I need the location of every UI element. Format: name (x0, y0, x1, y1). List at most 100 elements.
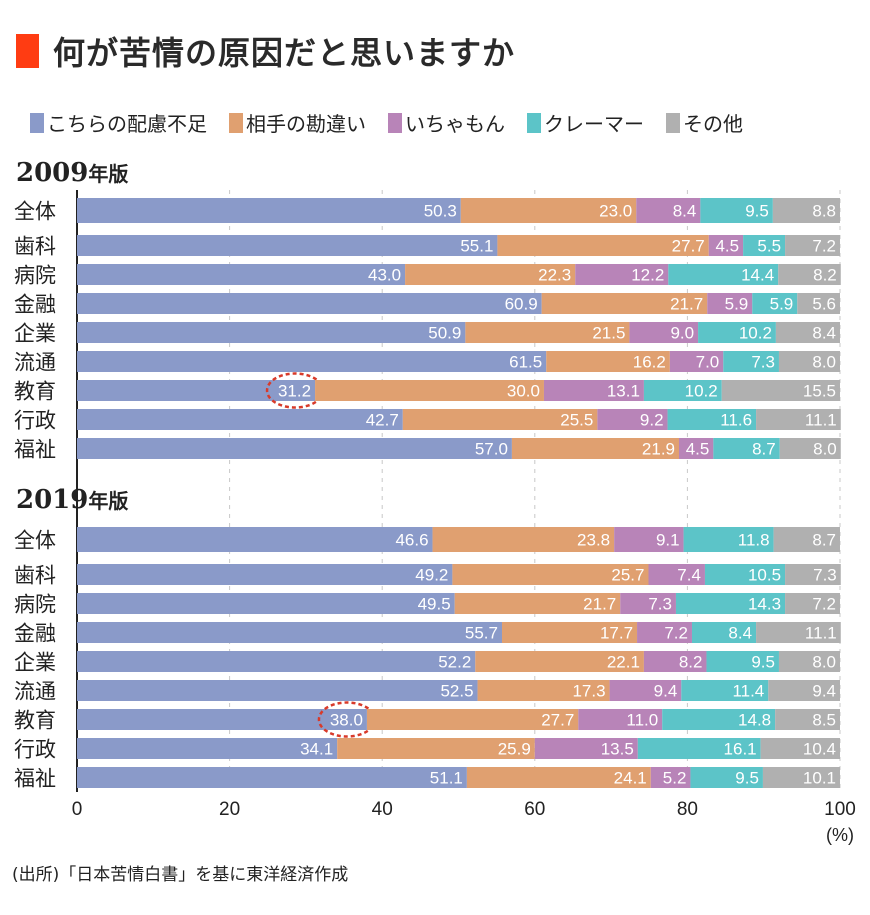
legend-item: クレーマー (527, 108, 644, 137)
data-label: 24.1 (614, 769, 647, 788)
data-label: 8.7 (752, 440, 776, 459)
data-label: 43.0 (368, 266, 401, 285)
bar-segment (650, 767, 691, 788)
category-label: 教育 (14, 709, 56, 733)
bar-segment (772, 198, 840, 223)
bar-segment (405, 264, 576, 285)
bar-segment (511, 438, 680, 459)
data-label: 5.9 (725, 295, 749, 314)
legend-label: こちらの配慮不足 (47, 112, 207, 136)
data-label: 9.5 (751, 653, 775, 672)
bar-segment (704, 564, 786, 585)
source-note: (出所)「日本苦情白書」を基に東洋経済作成 (12, 865, 349, 885)
bar-segment (752, 293, 798, 314)
bar-segment (637, 622, 692, 643)
data-label: 10.4 (803, 740, 836, 759)
data-label: 17.3 (572, 682, 605, 701)
bar-segment (629, 322, 699, 343)
data-label: 8.4 (812, 324, 836, 343)
data-label: 8.2 (813, 266, 837, 285)
bar-segment (706, 651, 779, 672)
bar-segment (477, 680, 610, 701)
legend-label: クレーマー (544, 112, 644, 136)
bar-segment (452, 564, 649, 585)
legend-swatch (229, 112, 243, 133)
data-label: 49.2 (415, 566, 448, 585)
data-label: 8.5 (812, 711, 836, 730)
bar-segment (636, 198, 701, 223)
category-label: 福祉 (14, 438, 56, 462)
category-label: 全体 (14, 529, 56, 553)
data-label: 7.3 (751, 353, 775, 372)
category-label: 歯科 (14, 564, 56, 588)
bar-segment (77, 680, 478, 701)
bar-segment (77, 738, 338, 759)
bar-segment (785, 235, 840, 256)
bar-segment (77, 198, 461, 223)
data-label: 23.8 (577, 531, 610, 550)
bar-segment (543, 380, 644, 401)
bar-segment (691, 622, 757, 643)
category-label: 企業 (14, 322, 56, 346)
bar-segment (77, 409, 403, 430)
data-label: 52.2 (438, 653, 471, 672)
data-label: 9.0 (670, 324, 694, 343)
category-label: 教育 (14, 380, 56, 404)
data-label: 25.7 (611, 566, 644, 585)
bar-segment (669, 351, 724, 372)
data-label: 61.5 (509, 353, 542, 372)
bar-segment (713, 438, 780, 459)
bar-segment (700, 198, 773, 223)
bar-segment (77, 651, 476, 672)
legend-label: いちゃもん (405, 112, 505, 136)
bar-segment (578, 709, 663, 730)
data-label: 11.1 (805, 411, 837, 430)
bar-segment (77, 593, 455, 614)
bar-segment (546, 351, 670, 372)
bar-segment (432, 527, 615, 552)
bar-segment (708, 235, 744, 256)
bar-segment (575, 264, 669, 285)
data-label: 21.5 (592, 324, 625, 343)
bar-segment (690, 767, 763, 788)
bar-segment (541, 293, 708, 314)
legend-item: 相手の勘違い (229, 108, 366, 137)
data-label: 5.6 (812, 295, 836, 314)
x-tick-label: 80 (677, 799, 698, 820)
data-label: 13.1 (607, 382, 640, 401)
bar-segment (77, 622, 502, 643)
bar-segment (77, 293, 542, 314)
chart-title: 何が苦情の原因だと思いますか (53, 34, 516, 72)
data-label: 9.4 (654, 682, 678, 701)
data-label: 11.8 (738, 531, 770, 550)
legend-swatch (388, 112, 402, 133)
bar-segment (337, 738, 535, 759)
data-label: 7.2 (812, 595, 836, 614)
category-label: 福祉 (14, 767, 56, 791)
data-label: 31.2 (278, 382, 311, 401)
bar-segment (779, 438, 841, 459)
data-label: 38.0 (330, 711, 363, 730)
data-label: 49.5 (418, 595, 451, 614)
bar-segment (77, 709, 367, 730)
bar-segment (681, 680, 769, 701)
data-label: 21.7 (583, 595, 616, 614)
bar-segment (760, 738, 840, 759)
data-label: 14.8 (738, 711, 771, 730)
bar-segment (454, 593, 621, 614)
data-label: 25.5 (560, 411, 593, 430)
category-label: 歯科 (14, 235, 56, 259)
chart-title-block: 何が苦情の原因だと思いますか (16, 28, 515, 74)
category-label: 行政 (14, 409, 56, 433)
legend-item: こちらの配慮不足 (30, 108, 207, 137)
bar-segment (707, 293, 753, 314)
data-label: 13.5 (601, 740, 634, 759)
data-label: 8.4 (673, 202, 697, 221)
category-label: 金融 (14, 293, 56, 317)
data-label: 25.9 (498, 740, 531, 759)
bar-segment (77, 264, 406, 285)
bar-segment (775, 709, 840, 730)
data-label: 52.5 (440, 682, 473, 701)
x-tick-label: 60 (524, 799, 545, 820)
